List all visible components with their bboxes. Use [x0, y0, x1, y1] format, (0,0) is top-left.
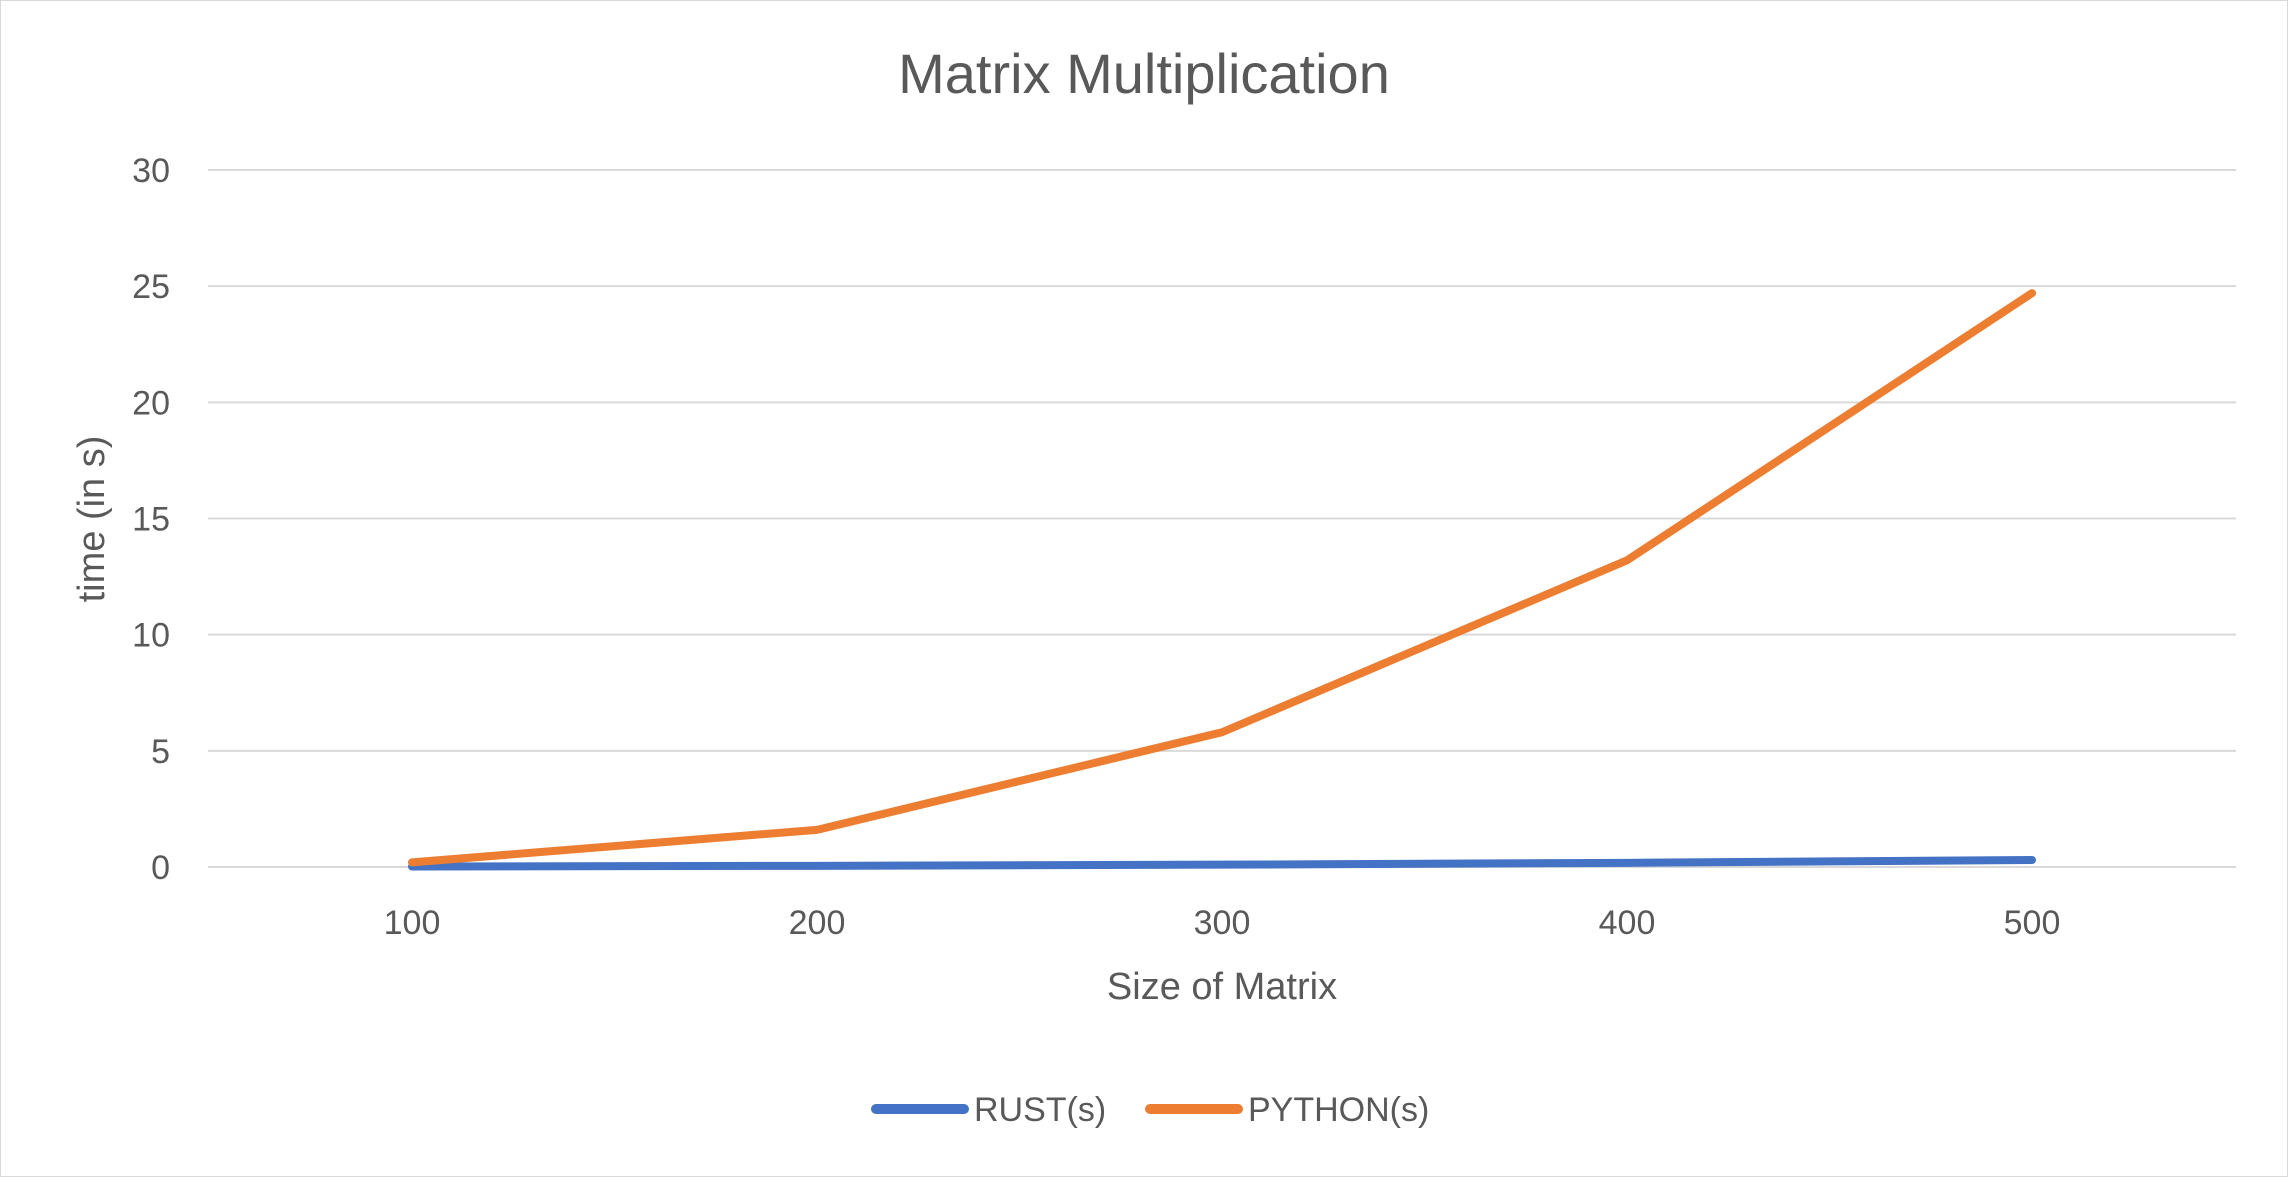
gridlines [208, 169, 2236, 868]
legend-label: RUST(s) [974, 1091, 1106, 1129]
x-tick-label: 200 [789, 904, 846, 942]
x-tick-label: 500 [2004, 904, 2061, 942]
y-tick-label: 10 [132, 617, 170, 655]
y-tick-label: 15 [132, 501, 170, 539]
chart-title: Matrix Multiplication [898, 42, 1390, 105]
y-tick-label: 0 [151, 849, 170, 887]
x-tick-label: 100 [384, 904, 441, 942]
series-line-2 [408, 289, 2036, 867]
legend: RUST(s) PYTHON(s) [871, 1091, 1429, 1129]
x-axis-title: Size of Matrix [1107, 966, 1337, 1008]
y-tick-label: 5 [151, 733, 170, 771]
legend-label: PYTHON(s) [1248, 1091, 1429, 1129]
series-line-1 [408, 856, 2036, 871]
y-tick-label: 25 [132, 268, 170, 306]
x-tick-label: 400 [1599, 904, 1656, 942]
y-tick-label: 30 [132, 152, 170, 190]
y-axis-title: time (in s) [71, 436, 113, 603]
x-axis-ticks: 100 200 300 400 500 [384, 904, 2061, 942]
y-tick-label: 20 [132, 384, 170, 422]
x-tick-label: 300 [1194, 904, 1251, 942]
y-axis-ticks: 0 5 10 15 20 25 30 [132, 152, 170, 887]
plot-series [408, 289, 2036, 871]
